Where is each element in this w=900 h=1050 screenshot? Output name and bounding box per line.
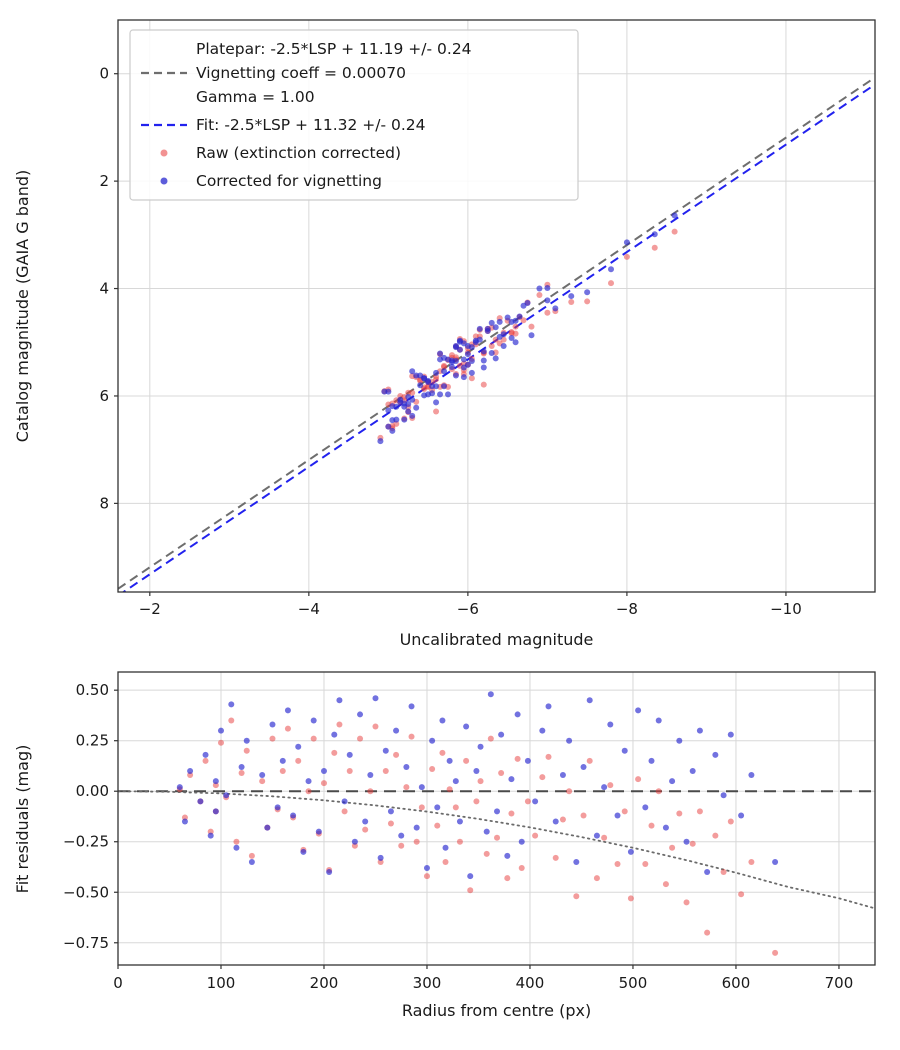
legend-label: Gamma = 1.00 (196, 88, 315, 106)
vignetting-model-curve (118, 790, 875, 910)
top-chart-xtick-label: −6 (457, 600, 479, 618)
top-chart-xlabel: Uncalibrated magnitude (400, 630, 594, 649)
top-chart-xtick-label: −10 (770, 600, 802, 618)
bottom-chart-xtick-label: 200 (310, 974, 339, 992)
bottom-chart-spine (117, 671, 876, 966)
top-corrected-points (377, 212, 678, 445)
bottom-chart-xtick-label: 500 (619, 974, 648, 992)
bottom-corrected-points (176, 691, 779, 880)
bottom-chart-xtick-label: 400 (516, 974, 545, 992)
top-chart-ytick-label: 4 (99, 280, 109, 298)
top-chart-spine (117, 19, 876, 593)
top-chart-axes: −2 −4 −6 −8 −10 0 2 4 6 8 Uncalibrated magnitude Ca… (13, 19, 876, 649)
legend-label: Platepar: -2.5*LSP + 11.19 +/- 0.24 (196, 40, 472, 58)
bottom-raw-points (176, 717, 779, 956)
legend-box (129, 29, 579, 201)
bottom-chart-ytick-label: 0.00 (76, 782, 109, 800)
legend-label: Vignetting coeff = 0.00070 (196, 64, 406, 82)
bottom-chart-xlabel: Radius from centre (px) (402, 1001, 591, 1020)
top-chart-xtick-label: −2 (139, 600, 161, 618)
top-platepar-line (118, 76, 875, 590)
legend-dot-icon (160, 177, 168, 185)
bottom-chart-xtick-label: 0 (113, 974, 123, 992)
top-chart-ylabel: Catalog magnitude (GAIA G band) (13, 170, 32, 442)
top-raw-points (377, 228, 678, 441)
top-chart-ytick-label: 6 (99, 387, 109, 405)
top-chart-ytick-label: 8 (99, 494, 109, 512)
bottom-chart-ytick-label: 0.50 (76, 681, 109, 699)
bottom-chart-xtick-label: 600 (722, 974, 751, 992)
bottom-chart-xtick-label: 700 (825, 974, 854, 992)
bottom-chart-ylabel: Fit residuals (mag) (13, 745, 32, 894)
bottom-chart-ytick-label: −0.25 (63, 833, 109, 851)
legend-label: Corrected for vignetting (196, 172, 382, 190)
bottom-chart-ytick-label: 0.25 (76, 732, 109, 750)
legend-label: Fit: -2.5*LSP + 11.32 +/- 0.24 (196, 116, 426, 134)
top-chart-ytick-label: 2 (99, 172, 109, 190)
bottom-chart-grid (117, 672, 875, 965)
top-chart-ytick-label: 0 (99, 65, 109, 83)
legend: Platepar: -2.5*LSP + 11.19 +/- 0.24 Vigne… (129, 29, 579, 201)
bottom-chart-xtick-label: 100 (207, 974, 236, 992)
bottom-chart-ytick-label: −0.75 (63, 934, 109, 952)
legend-dot-icon (160, 149, 168, 157)
bottom-chart-ytick-label: −0.50 (63, 883, 109, 901)
bottom-chart-xtick-label: 300 (413, 974, 442, 992)
bottom-chart-axes: 0 100 200 300 400 500 600 700 0.50 0.25 0.00 −0.25 −… (13, 671, 876, 1020)
top-chart-xtick-label: −4 (298, 600, 320, 618)
top-chart-xtick-label: −8 (616, 600, 638, 618)
legend-label: Raw (extinction corrected) (196, 144, 401, 162)
